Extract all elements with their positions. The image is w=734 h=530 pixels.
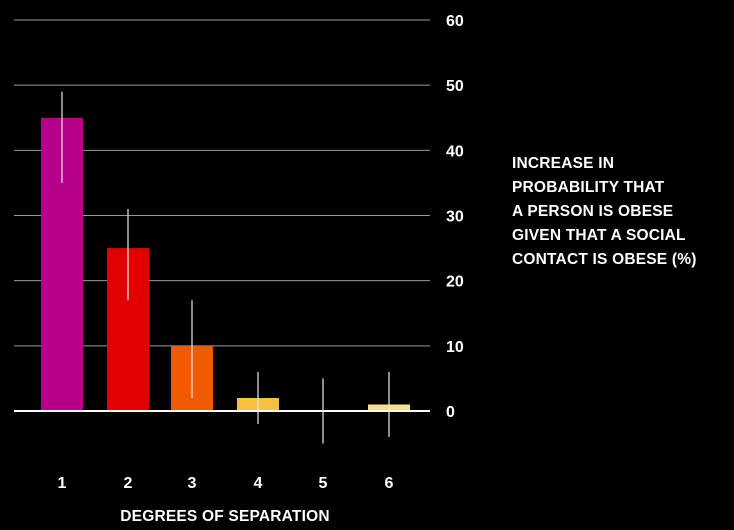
y-tick-label: 40 [446,143,464,160]
y-tick-label: 50 [446,78,464,95]
y-axis-label-line: PROBABILITY THAT [512,179,665,196]
bars [41,117,410,411]
x-tick-label: 6 [385,475,394,492]
y-tick-label: 0 [446,404,455,421]
x-tick-label: 1 [58,475,67,492]
y-tick-labels: 0 10 20 30 40 50 60 [446,13,464,421]
y-axis-label-line: INCREASE IN [512,155,615,172]
error-bars [61,91,390,444]
y-axis-label-line: CONTACT IS OBESE (%) [512,251,697,268]
gridlines [14,19,430,347]
x-tick-label: 3 [188,475,197,492]
y-tick-label: 30 [446,209,464,226]
y-tick-label: 60 [446,13,464,30]
y-axis-label-line: GIVEN THAT A SOCIAL [512,227,686,244]
x-tick-label: 2 [124,475,133,492]
x-tick-label: 4 [254,475,263,492]
y-axis-label-line: A PERSON IS OBESE [512,203,674,220]
x-tick-labels: 1 2 3 4 5 6 [58,475,394,492]
y-tick-label: 10 [446,339,464,356]
x-tick-label: 5 [319,475,328,492]
y-axis-label: INCREASE IN PROBABILITY THAT A PERSON IS… [512,152,730,272]
y-tick-label: 20 [446,274,464,291]
x-axis-label: DEGREES OF SEPARATION [120,508,330,525]
